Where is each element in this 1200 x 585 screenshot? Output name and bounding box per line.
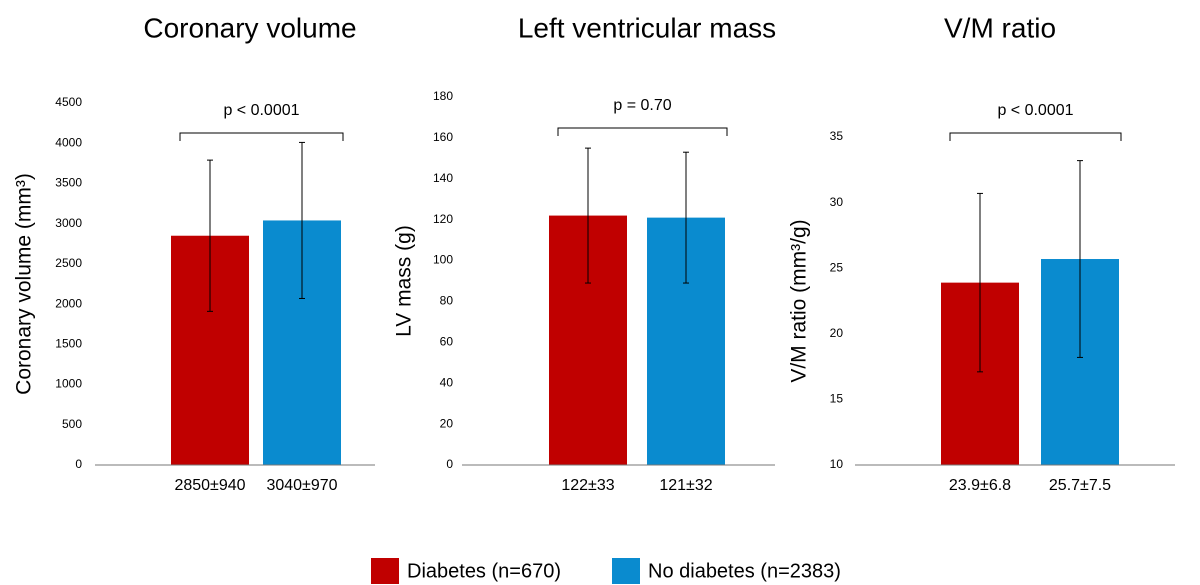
- x-tick-label: 122±33: [561, 477, 614, 494]
- legend-label: Diabetes (n=670): [407, 560, 561, 582]
- y-tick-label: 160: [433, 130, 453, 144]
- x-tick-label: 25.7±7.5: [1049, 477, 1111, 494]
- x-tick-label: 2850±940: [174, 477, 245, 494]
- x-tick-label: 121±32: [659, 477, 712, 494]
- legend-swatch: [371, 558, 399, 584]
- significance-bracket: [557, 127, 728, 136]
- chart-title: V/M ratio: [944, 12, 1056, 43]
- y-tick-label: 1000: [55, 377, 82, 391]
- x-tick-label: 23.9±6.8: [949, 477, 1011, 494]
- y-tick-label: 4500: [55, 95, 82, 109]
- y-tick-label: 180: [433, 89, 453, 103]
- y-tick-label: 20: [830, 326, 844, 340]
- y-tick-label: 20: [440, 416, 454, 430]
- y-tick-label: 25: [830, 260, 844, 274]
- y-tick-label: 2500: [55, 256, 82, 270]
- x-tick-label: 3040±970: [266, 477, 337, 494]
- legend-label: No diabetes (n=2383): [648, 560, 841, 582]
- y-tick-label: 30: [830, 195, 844, 209]
- significance-bracket: [949, 132, 1122, 141]
- y-tick-label: 100: [433, 253, 453, 267]
- chart-title: Coronary volume: [143, 12, 356, 43]
- y-tick-label: 120: [433, 212, 453, 226]
- y-tick-label: 3500: [55, 176, 82, 190]
- y-tick-label: 3000: [55, 216, 82, 230]
- y-axis-label: V/M ratio (mm³/g): [788, 219, 811, 382]
- significance-bracket: [179, 132, 344, 141]
- legend-swatch: [612, 558, 640, 584]
- y-tick-label: 1500: [55, 337, 82, 351]
- chart-title: Left ventricular mass: [518, 12, 776, 43]
- y-tick-label: 15: [830, 392, 844, 406]
- significance-label: p < 0.0001: [997, 102, 1073, 119]
- y-tick-label: 80: [440, 294, 454, 308]
- y-tick-label: 140: [433, 171, 453, 185]
- y-tick-label: 0: [446, 457, 453, 471]
- y-axis-label: LV mass (g): [393, 225, 416, 337]
- significance-label: p = 0.70: [613, 97, 671, 114]
- y-tick-label: 0: [75, 457, 82, 471]
- y-tick-label: 60: [440, 335, 454, 349]
- y-tick-label: 10: [830, 457, 844, 471]
- significance-label: p < 0.0001: [223, 102, 299, 119]
- y-tick-label: 500: [62, 417, 82, 431]
- y-tick-label: 4000: [55, 135, 82, 149]
- y-tick-label: 35: [830, 129, 844, 143]
- y-tick-label: 2000: [55, 296, 82, 310]
- y-tick-label: 40: [440, 375, 454, 389]
- y-axis-label: Coronary volume (mm³): [13, 173, 36, 395]
